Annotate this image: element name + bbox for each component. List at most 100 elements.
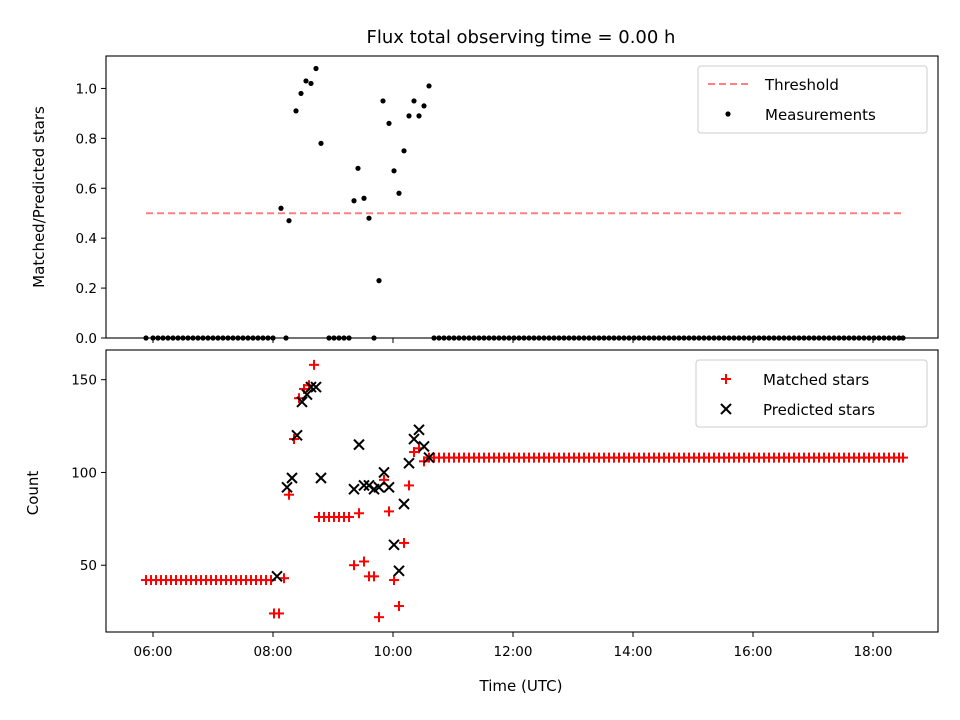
predicted-star-point [378,466,390,479]
bottom-plot-frame [105,349,939,633]
measurement-point [391,168,397,174]
top-y-tick-label: 0.6 [76,181,97,197]
measurement-point [298,90,304,97]
top-y-axis-label: Matched/Predicted stars [30,106,48,288]
measurement-point [411,98,417,104]
top-y-tick-label: 1.0 [76,81,97,97]
predicted-star-point [315,472,327,484]
measurements-legend-swatch [725,111,731,117]
top-panel: 0.0 0.2 0.4 0.6 0.8 1.0 Matched/Predicted sta… [30,55,939,347]
measurement-point [293,108,299,114]
measurement-point [421,103,427,109]
predicted-star-point [301,388,313,401]
predicted-star-point [423,451,435,464]
matched-star-point [349,560,359,571]
predicted-star-point [286,472,298,484]
measurement-point [303,78,309,84]
top-y-tick-label: 0.8 [76,131,97,147]
predicted-star-point [296,396,308,408]
predicted-star-point [291,429,303,442]
matched-star-point [309,359,319,370]
predicted-legend-swatch [720,403,732,415]
bottom-y-axis-label: Count [24,471,42,516]
matched-star-point [374,612,384,623]
measurement-point [366,215,372,221]
top-plot-frame [105,55,939,339]
matched-star-point [284,489,294,500]
top-y-tick-label: 0.0 [76,331,97,347]
x-tick-label: 08:00 [254,644,293,660]
matched-star-point [274,608,284,619]
predicted-star-point [403,457,415,469]
measurement-point [286,218,292,224]
predicted-star-point [393,565,405,577]
predicted-legend-marker [720,403,732,415]
x-tick-label: 10:00 [374,644,413,660]
predicted-star-point [271,570,283,583]
measurements-legend-label: Measurements [765,106,876,124]
measurement-point [351,198,357,204]
matched-star-point [384,506,394,517]
bottom-axis-ticks: 06:00 08:00 10:00 12:00 14:00 16:00 18:00 50 100… [71,373,892,660]
bottom-legend: Matched stars Predicted stars [695,359,928,428]
matched-legend-marker [721,374,731,384]
measurement-point [355,165,361,171]
predicted-star-point [348,483,360,495]
matched-star-point [399,537,409,548]
top-y-tick-label: 0.4 [76,231,97,247]
measurement-point [426,83,432,89]
x-tick-label: 12:00 [494,644,533,660]
x-tick-label: 16:00 [734,644,773,660]
predicted-star-point [353,438,365,451]
x-tick-label: 18:00 [854,644,893,660]
measurement-point [380,98,386,104]
bottom-data-layer [141,359,908,623]
matched-star-point [389,575,399,586]
x-axis-label: Time (UTC) [479,677,563,695]
matched-star-point [404,480,414,491]
bottom-legend-box [695,359,928,428]
top-legend-box [697,65,928,134]
predicted-star-point [388,539,400,551]
top-y-tick-label: 0.2 [76,281,97,297]
measurement-point [376,278,382,284]
bottom-panel: 06:00 08:00 10:00 12:00 14:00 16:00 18:00 50 100… [24,349,939,695]
matched-star-point [344,511,354,522]
matched-star-point [898,452,908,463]
x-tick-label: 14:00 [614,644,653,660]
matched-star-point [369,571,379,582]
predicted-star-point [358,479,370,492]
measurement-point [278,205,284,211]
predicted-star-point [373,481,385,493]
matched-star-point [279,573,289,584]
predicted-star-point [305,381,317,393]
chart-title: Flux total observing time = 0.00 h [367,27,676,48]
measurement-point [401,148,407,154]
matched-star-point [354,508,364,519]
bottom-y-tick-label: 150 [71,373,97,389]
predicted-star-point [281,481,293,493]
predicted-legend-label: Predicted stars [763,401,875,419]
predicted-star-point [398,498,410,510]
bottom-y-tick-label: 50 [80,558,97,574]
matched-star-point [359,556,369,567]
measurement-point [416,113,422,119]
predicted-star-point [383,481,395,493]
predicted-star-point [408,433,420,445]
measurement-point [318,140,324,146]
measurement-point [313,65,319,72]
top-legend: Threshold Measurements [697,65,928,134]
matched-legend-swatch [721,374,731,384]
predicted-star-point [413,424,425,436]
bottom-y-tick-label: 100 [71,465,97,481]
matched-star-point [394,601,404,612]
top-axis-ticks: 0.0 0.2 0.4 0.6 0.8 1.0 [76,81,874,347]
predicted-star-point [418,440,430,453]
measurement-point [308,80,314,87]
measurement-point [361,195,367,201]
measurement-point [406,113,412,119]
matched-legend-label: Matched stars [763,371,869,389]
predicted-star-point [310,381,322,393]
measurement-point [396,190,402,196]
